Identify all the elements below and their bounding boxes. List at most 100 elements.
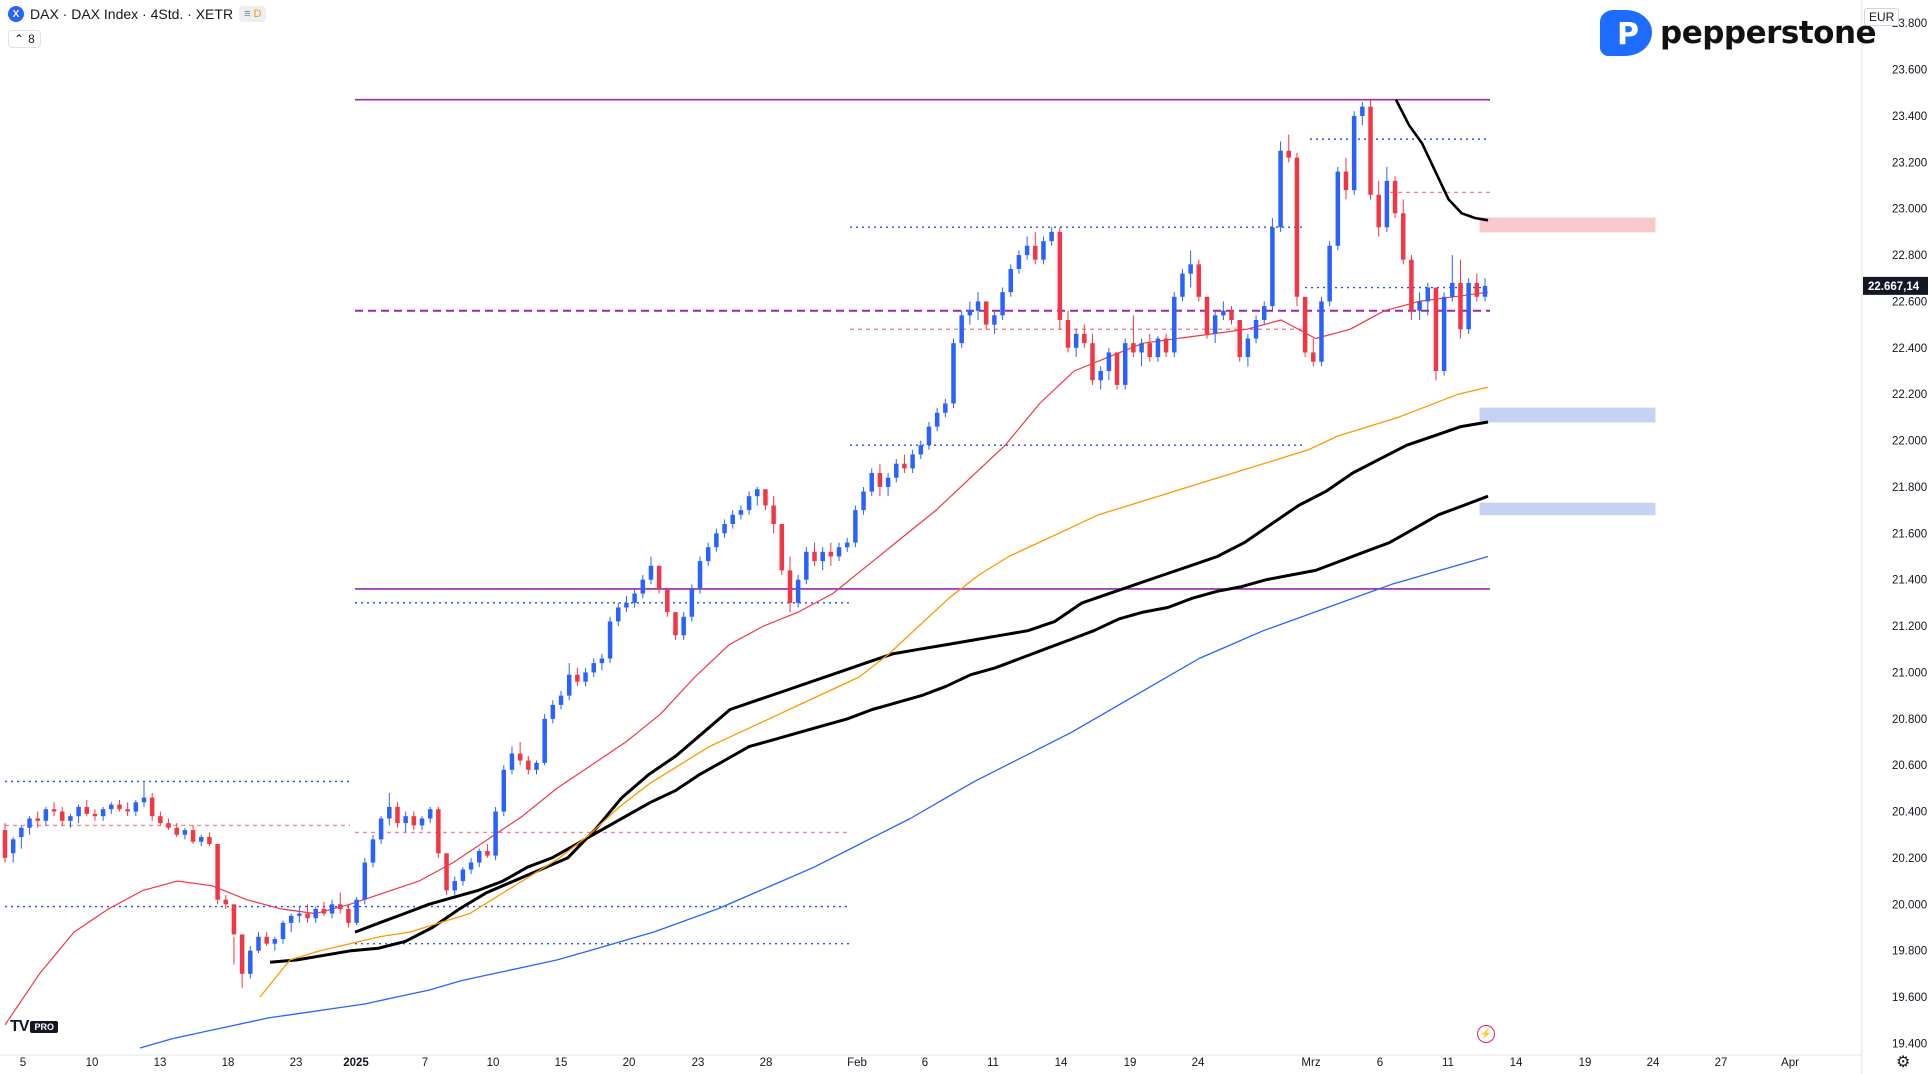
x-tick-label: Feb <box>847 1057 867 1069</box>
x-tick-label: 19 <box>1579 1057 1592 1069</box>
x-tick-label: 2025 <box>343 1057 369 1069</box>
candle-body-112 <box>918 445 924 455</box>
candle-body-102 <box>836 547 842 557</box>
currency-label[interactable]: EUR <box>1864 8 1900 26</box>
candle-body-111 <box>910 454 915 469</box>
candle-body-90 <box>738 510 744 515</box>
symbol-icon: X <box>8 6 24 22</box>
candle-body-76 <box>624 602 629 608</box>
x-tick-label: 10 <box>86 1057 99 1069</box>
candle-body-68 <box>558 695 564 705</box>
x-tick-label: 27 <box>1715 1057 1728 1069</box>
flash-icon[interactable]: ⚡ <box>1477 1025 1495 1043</box>
brand-name: pepperstone <box>1660 15 1877 51</box>
y-tick-label: 21.000,00 <box>1892 667 1928 679</box>
tradingview-logo[interactable]: TV PRO <box>10 1018 58 1036</box>
candle-body-14 <box>117 804 122 810</box>
candle-body-51 <box>419 818 425 826</box>
gear-icon[interactable]: ⚙ <box>1896 1054 1911 1071</box>
candle-body-13 <box>109 804 114 810</box>
candle-body-141 <box>1155 338 1161 358</box>
candle-body-106 <box>869 473 874 492</box>
candle-body-87 <box>714 533 719 548</box>
candle-body-178 <box>1458 282 1463 330</box>
y-tick-label: 20.000,00 <box>1892 899 1928 911</box>
candle-body-16 <box>133 802 139 812</box>
candle-body-52 <box>427 809 433 819</box>
series-line-2 <box>139 555 1489 1049</box>
last-price-label: 22.667,14 <box>1868 281 1920 293</box>
candle-body-85 <box>697 561 703 589</box>
candle-body-24 <box>198 837 204 842</box>
x-tick-label: 18 <box>222 1057 235 1069</box>
candle-body-80 <box>656 565 662 589</box>
candle-body-53 <box>436 809 441 854</box>
y-tick-label: 20.400,00 <box>1892 807 1928 819</box>
session-badge[interactable]: ≡ D <box>239 6 267 22</box>
candle-body-129 <box>1057 231 1063 320</box>
candle-body-23 <box>190 830 196 842</box>
candle-body-142 <box>1163 338 1169 353</box>
candle-body-160 <box>1311 352 1316 362</box>
candle-body-30 <box>248 950 253 974</box>
candle-body-65 <box>534 762 539 770</box>
y-tick-label: 23.200,00 <box>1892 157 1928 169</box>
candle-body-175 <box>1433 287 1439 371</box>
candle-body-113 <box>926 426 932 446</box>
candle-body-49 <box>403 816 408 824</box>
candle-body-4 <box>35 818 40 821</box>
candle-body-146 <box>1196 264 1202 297</box>
candle-body-144 <box>1180 273 1185 297</box>
candle-body-64 <box>526 760 531 770</box>
series-line-4 <box>4 291 1489 1026</box>
candle-body-18 <box>149 797 155 817</box>
candle-body-132 <box>1082 333 1087 344</box>
candle-body-7 <box>59 811 65 821</box>
svg-text:P: P <box>1617 17 1639 52</box>
x-tick-label: 5 <box>20 1057 26 1069</box>
indicators-toggle[interactable]: ⌃ 8 <box>8 30 41 48</box>
candle-body-143 <box>1172 296 1177 353</box>
candle-body-6 <box>51 809 57 812</box>
candle-body-137 <box>1122 343 1128 385</box>
candle-body-42 <box>346 908 351 923</box>
candle-body-116 <box>951 343 956 404</box>
chart-header: X DAX · DAX Index · 4Std. · XETR ≡ D <box>8 6 267 22</box>
candle-body-63 <box>517 753 523 761</box>
candle-body-45 <box>370 839 376 863</box>
candle-body-110 <box>902 463 907 469</box>
candle-body-123 <box>1008 268 1013 293</box>
candle-body-12 <box>100 809 106 817</box>
candle-body-99 <box>812 551 817 562</box>
candle-body-46 <box>378 818 384 840</box>
candle-body-98 <box>804 551 809 580</box>
candle-body-118 <box>967 310 973 316</box>
candle-body-169 <box>1384 180 1390 228</box>
candle-body-1 <box>10 839 16 854</box>
y-tick-label: 20.200,00 <box>1892 853 1928 865</box>
candle-body-59 <box>485 850 490 856</box>
candle-body-5 <box>43 809 49 821</box>
candle-body-148 <box>1212 315 1218 334</box>
candle-body-136 <box>1114 352 1120 385</box>
candle-body-35 <box>288 915 294 923</box>
candle-body-152 <box>1245 338 1251 358</box>
candle-body-54 <box>444 853 449 891</box>
candle-body-22 <box>182 830 188 835</box>
x-tick-label: 24 <box>1192 1057 1205 1069</box>
x-tick-label: 6 <box>1377 1057 1383 1069</box>
candle-body-161 <box>1319 301 1324 362</box>
chart-title[interactable]: DAX · DAX Index · 4Std. · XETR <box>30 6 234 22</box>
x-tick-label: Apr <box>1781 1057 1799 1069</box>
level-zone-1 <box>1479 407 1656 423</box>
candle-body-100 <box>820 551 825 562</box>
candle-body-134 <box>1098 370 1103 381</box>
candle-body-156 <box>1278 150 1283 228</box>
candle-body-108 <box>885 477 891 487</box>
candle-body-181 <box>1482 285 1488 297</box>
candle-body-165 <box>1351 115 1357 191</box>
y-tick-label: 22.400,00 <box>1892 343 1928 355</box>
x-tick-label: 23 <box>290 1057 303 1069</box>
x-tick-label: 19 <box>1124 1057 1137 1069</box>
